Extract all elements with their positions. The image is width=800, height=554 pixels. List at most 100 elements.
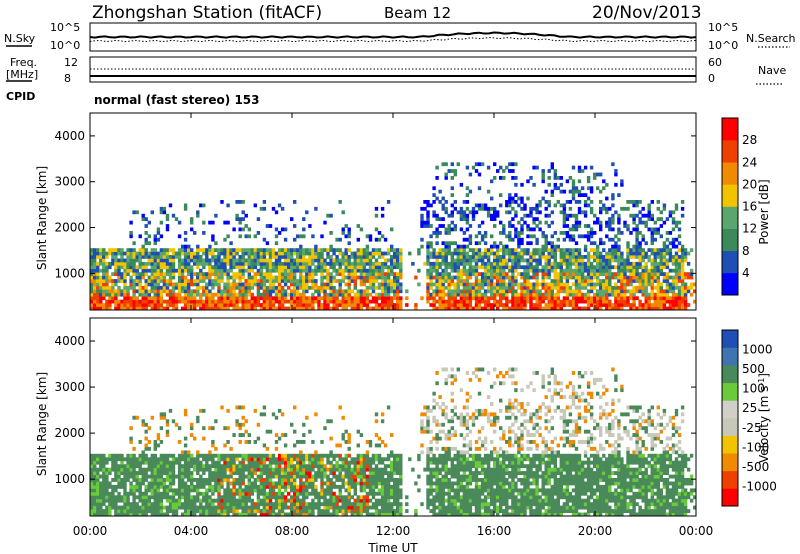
velocity-cell bbox=[126, 467, 130, 472]
velocity-cell bbox=[90, 457, 94, 462]
velocity-cell bbox=[293, 467, 297, 472]
power-cell bbox=[368, 299, 373, 304]
power-cell bbox=[559, 289, 563, 294]
velocity-cell bbox=[183, 505, 188, 510]
velocity-cell bbox=[144, 460, 148, 465]
power-cell bbox=[102, 282, 106, 287]
power-cell bbox=[144, 261, 148, 266]
power-cell bbox=[247, 279, 251, 283]
power-cell bbox=[329, 285, 333, 290]
velocity-cell bbox=[262, 512, 267, 517]
power-cell bbox=[202, 292, 206, 297]
velocity-cell bbox=[177, 460, 182, 465]
power-cell bbox=[656, 296, 660, 301]
power-cell bbox=[193, 251, 197, 256]
velocity-cell bbox=[159, 509, 164, 513]
power-cell bbox=[635, 279, 639, 283]
velocity-cell bbox=[159, 464, 164, 469]
power-cell bbox=[93, 296, 97, 301]
power-cell bbox=[656, 292, 660, 297]
power-cell bbox=[171, 292, 176, 297]
velocity-cell bbox=[208, 512, 212, 517]
power-cell bbox=[559, 261, 563, 266]
velocity-cell bbox=[256, 484, 261, 489]
power-cell bbox=[223, 296, 227, 301]
power-cell bbox=[665, 282, 670, 287]
power-cell bbox=[550, 306, 554, 311]
power-cell bbox=[568, 200, 573, 204]
power-cell bbox=[405, 303, 409, 307]
power-cell bbox=[499, 272, 503, 276]
power-cell bbox=[296, 255, 300, 259]
power-cell bbox=[499, 231, 503, 235]
power-cell bbox=[305, 282, 309, 287]
power-cell bbox=[144, 285, 148, 290]
power-cell bbox=[571, 196, 576, 201]
power-cell bbox=[208, 220, 212, 225]
power-cell bbox=[250, 282, 254, 287]
power-cell bbox=[444, 299, 448, 304]
power-cell bbox=[532, 220, 536, 225]
power-cell bbox=[171, 251, 176, 256]
power-cell bbox=[117, 265, 121, 270]
power-cell bbox=[577, 292, 582, 297]
cpid-label: CPID bbox=[6, 90, 35, 103]
power-cell bbox=[96, 292, 100, 297]
power-cell bbox=[108, 251, 112, 256]
power-cell bbox=[396, 303, 400, 307]
velocity-cell bbox=[171, 512, 176, 517]
power-cell bbox=[653, 306, 657, 311]
power-cell bbox=[105, 306, 109, 311]
power-cell bbox=[386, 296, 391, 301]
power-cell bbox=[632, 306, 636, 311]
velocity-cell bbox=[102, 509, 106, 513]
power-cell bbox=[305, 279, 309, 283]
velocity-cell bbox=[223, 509, 227, 513]
power-cell bbox=[559, 210, 563, 215]
power-cell bbox=[611, 292, 615, 297]
velocity-cell bbox=[187, 464, 191, 469]
velocity-cell bbox=[190, 422, 194, 427]
power-cell bbox=[629, 279, 633, 283]
power-cell bbox=[529, 227, 533, 232]
power-cell bbox=[650, 213, 654, 218]
power-cell bbox=[620, 251, 624, 256]
velocity-cell bbox=[153, 467, 157, 472]
velocity-cell bbox=[147, 474, 151, 479]
velocity-cell bbox=[117, 471, 121, 475]
velocity-cell bbox=[241, 512, 245, 517]
power-cell bbox=[150, 279, 154, 283]
power-cell bbox=[265, 296, 270, 301]
velocity-cell bbox=[199, 408, 203, 413]
velocity-cell bbox=[217, 505, 221, 510]
velocity-cell bbox=[171, 471, 176, 475]
power-cell bbox=[459, 261, 464, 266]
velocity-cell bbox=[232, 495, 236, 500]
velocity-cell bbox=[299, 474, 303, 479]
power-cell bbox=[453, 296, 457, 301]
power-cell bbox=[102, 292, 106, 297]
power-cell bbox=[426, 224, 430, 228]
power-cell bbox=[471, 306, 476, 311]
velocity-cell bbox=[250, 467, 254, 472]
power-cell bbox=[553, 251, 557, 256]
power-cell bbox=[347, 261, 351, 266]
velocity-cell bbox=[174, 491, 179, 496]
velocity-cell bbox=[199, 467, 203, 472]
power-cell bbox=[483, 203, 488, 208]
power-cell bbox=[486, 279, 491, 283]
power-cell bbox=[150, 306, 154, 311]
power-cell bbox=[626, 275, 630, 280]
power-cell bbox=[508, 289, 512, 294]
velocity-cell bbox=[211, 512, 215, 517]
power-cell bbox=[374, 306, 379, 311]
power-cell bbox=[677, 248, 682, 252]
power-cell bbox=[187, 292, 191, 297]
power-cell bbox=[638, 272, 642, 276]
power-cell bbox=[456, 265, 460, 270]
power-cell bbox=[638, 265, 642, 270]
velocity-cell bbox=[120, 512, 124, 517]
power-cell bbox=[156, 275, 161, 280]
velocity-cell bbox=[244, 467, 248, 472]
power-cell bbox=[247, 275, 251, 280]
